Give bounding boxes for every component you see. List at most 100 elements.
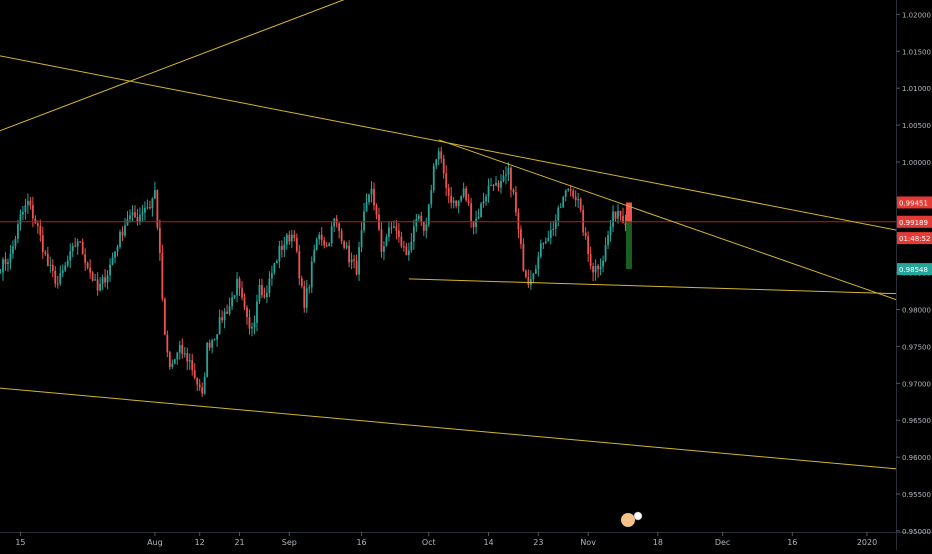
trendline <box>0 387 897 470</box>
candle-body <box>243 297 246 308</box>
x-tick-label: Aug <box>147 538 163 547</box>
candle-body <box>614 211 617 219</box>
candle-body <box>268 278 271 294</box>
candle-body <box>26 200 29 206</box>
candle-body <box>79 241 82 243</box>
candle-body <box>485 196 487 202</box>
candle-body <box>447 187 450 196</box>
price-label: 0.99451 <box>899 199 928 207</box>
candle-body <box>328 243 331 247</box>
candle-body <box>34 218 37 224</box>
candle-body <box>539 243 542 257</box>
candle-body <box>497 182 500 188</box>
candle-body <box>261 285 263 296</box>
candle-body <box>465 188 468 201</box>
x-tick-label: 23 <box>533 538 543 547</box>
candle-body <box>56 283 59 285</box>
candle-body <box>554 220 557 229</box>
candle-body <box>54 270 57 284</box>
candle-body <box>430 190 433 205</box>
candle-body <box>522 243 525 271</box>
candle-body <box>475 218 477 228</box>
candle-body <box>597 265 599 270</box>
candle-body <box>236 278 238 296</box>
candle-body <box>211 340 214 348</box>
candle-body <box>106 275 109 283</box>
candle-body <box>567 189 570 191</box>
candle-body <box>196 377 199 385</box>
candle-body <box>188 360 191 362</box>
candle-body <box>61 270 64 274</box>
candle-body <box>385 236 388 247</box>
candle-body <box>226 311 228 314</box>
candle-body <box>266 293 268 298</box>
candle-body <box>388 227 390 237</box>
candle-body <box>228 306 231 314</box>
candle-body <box>241 288 243 298</box>
candle-body <box>609 226 612 236</box>
price-label-box <box>897 263 932 276</box>
candle-body <box>71 245 74 252</box>
candle-body <box>405 246 408 256</box>
candle-body <box>193 370 196 378</box>
x-tick-label: 12 <box>195 538 205 547</box>
candle-body <box>348 245 350 263</box>
candle-body <box>579 198 582 210</box>
candle-body <box>517 212 520 230</box>
candle-body <box>271 272 273 279</box>
candle-body <box>139 214 141 222</box>
candle-body <box>191 360 194 371</box>
candle-body <box>119 231 121 247</box>
candle-body <box>393 226 395 228</box>
candle-body <box>350 259 353 263</box>
candle-body <box>450 195 453 203</box>
candle-body <box>520 229 522 244</box>
candle-body <box>487 185 490 197</box>
trendline <box>0 55 897 231</box>
candle-body <box>283 244 286 250</box>
candle-body <box>0 272 2 274</box>
candle-body <box>49 264 52 266</box>
candle-body <box>151 198 154 209</box>
candle-body <box>7 262 9 265</box>
event-badge-dot-icon <box>633 511 643 521</box>
candle-body <box>29 200 32 206</box>
candle-body <box>338 223 341 231</box>
candle-body <box>589 254 592 267</box>
x-tick-label: 21 <box>234 538 244 547</box>
candle-body <box>295 237 298 252</box>
candle-body <box>131 212 134 216</box>
candle-body <box>91 272 94 281</box>
candle-body <box>507 167 510 175</box>
candle-body <box>153 190 156 199</box>
y-tick-label: 1.00000 <box>902 159 931 167</box>
last-candle-body-red <box>625 202 632 222</box>
candle-body <box>622 215 624 224</box>
candle-body <box>500 181 502 188</box>
candle-body <box>619 210 622 216</box>
candle-body <box>208 342 211 348</box>
x-tick-label: 18 <box>653 538 663 547</box>
candle-body <box>216 334 219 340</box>
candle-body <box>221 317 224 321</box>
candle-body <box>288 234 291 242</box>
candle-body <box>587 236 590 255</box>
candle-body <box>263 295 266 298</box>
candle-body <box>432 165 435 191</box>
candle-body <box>116 246 119 252</box>
price-label: 0.99189 <box>899 219 928 227</box>
x-tick-label: 2020 <box>857 538 877 547</box>
candle-body <box>467 200 470 204</box>
candle-body <box>24 205 27 212</box>
candle-body <box>335 218 338 224</box>
candle-body <box>17 224 19 239</box>
candle-body <box>340 230 343 242</box>
x-tick-label: Oct <box>422 538 436 547</box>
price-label-box <box>897 196 932 209</box>
candle-body <box>293 234 296 238</box>
candle-body <box>355 260 358 275</box>
candle-body <box>602 260 604 267</box>
